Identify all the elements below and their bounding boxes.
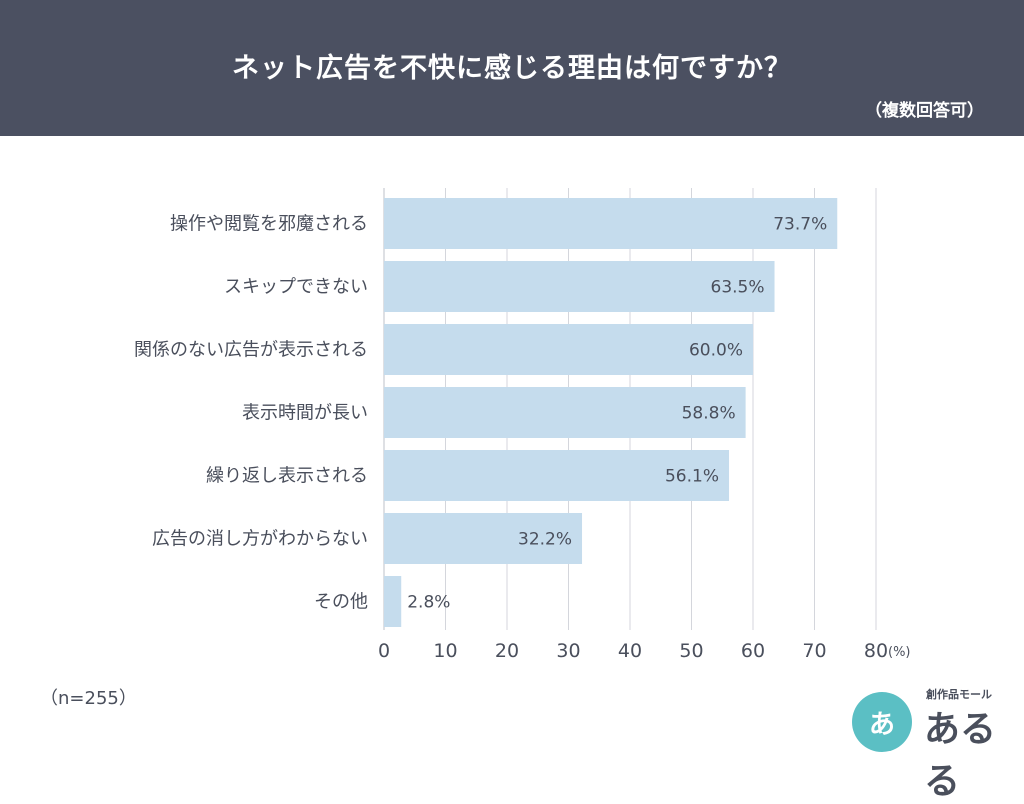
bar-6 [384, 576, 402, 627]
bar-1 [384, 261, 775, 312]
logo-circle: あ [852, 692, 912, 752]
logo-circle-text: あ [868, 710, 895, 740]
value-label: 73.7% [773, 215, 827, 235]
bar-0 [384, 198, 838, 249]
x-tick-label: 70 [802, 640, 826, 662]
bar-5 [384, 513, 583, 564]
x-tick-label: 20 [495, 640, 519, 662]
x-tick-label: 30 [556, 640, 580, 662]
category-label: スキップできない [224, 277, 368, 298]
brand-logo: あ 創作品モール あるる [848, 686, 1008, 802]
bar-chart: 0 10 20 30 40 50 60 70 80 (%) 操作や閲覧を邪魔される 73.7% スキップ… [134, 188, 911, 663]
category-label: その他 [314, 592, 368, 613]
x-tick-label: 10 [433, 640, 457, 662]
value-label: 58.8% [682, 404, 736, 424]
x-tick-label: 40 [618, 640, 642, 662]
category-label: 操作や閲覧を邪魔される [170, 214, 368, 235]
logo-tagline: 創作品モール [926, 688, 992, 701]
category-label: 関係のない広告が表示される [134, 340, 368, 361]
category-label: 広告の消し方がわからない [152, 529, 368, 550]
header-bar: ネット広告を不快に感じる理由は何ですか？ （複数回答可） [0, 0, 1024, 136]
value-label: 56.1% [665, 467, 719, 487]
labels: 0 10 20 30 40 50 60 70 80 (%) 操作や閲覧を邪魔される 73.7% スキップ… [134, 214, 911, 663]
bar-2 [384, 324, 753, 375]
x-tick-label: 60 [741, 640, 765, 662]
category-label: 表示時間が長い [242, 403, 368, 424]
x-tick-label: 0 [378, 640, 390, 662]
bar-4 [384, 450, 730, 501]
bar-3 [384, 387, 746, 438]
x-tick-label: 50 [679, 640, 703, 662]
value-label: 32.2% [518, 530, 572, 550]
category-label: 繰り返し表示される [206, 466, 368, 487]
sample-size: （n=255） [40, 688, 137, 709]
page-subtitle: （複数回答可） [865, 101, 984, 121]
x-unit-label: (%) [888, 645, 911, 660]
x-tick-label: 80 [864, 640, 888, 662]
value-label: 60.0% [689, 341, 743, 361]
logo-name: あるる [924, 709, 997, 802]
value-label: 2.8% [407, 593, 450, 613]
bars [384, 198, 838, 627]
page-title: ネット広告を不快に感じる理由は何ですか？ [232, 53, 792, 84]
value-label: 63.5% [711, 278, 765, 298]
